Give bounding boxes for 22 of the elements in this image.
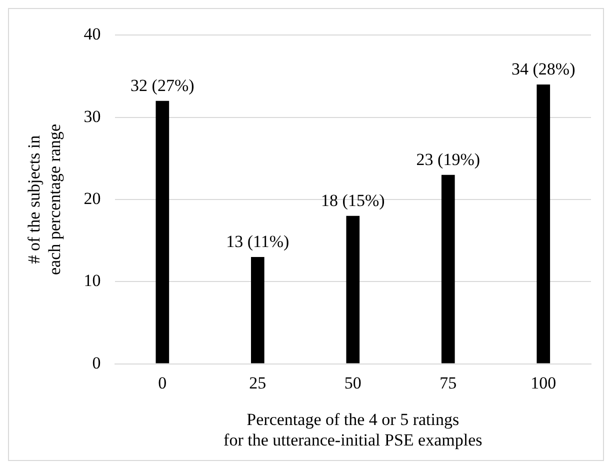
x-tick-label: 100	[530, 373, 556, 392]
x-axis-title: Percentage of the 4 or 5 ratings for the utterance-initial PSE examples	[224, 410, 482, 450]
bar	[156, 100, 170, 364]
x-tick-label: 75	[440, 373, 457, 392]
y-tick-label: 10	[84, 271, 101, 290]
y-tick-label: 40	[84, 24, 101, 44]
bar	[441, 174, 455, 364]
y-axis-title: # of the subjects in each percentage range	[24, 124, 64, 275]
data-label: 13 (11%)	[226, 232, 290, 251]
bar	[536, 84, 550, 364]
data-label: 32 (27%)	[130, 76, 194, 95]
y-tick-label: 30	[84, 106, 101, 126]
data-label: 23 (19%)	[416, 150, 480, 169]
bar	[250, 257, 264, 364]
x-tick-label: 0	[158, 373, 167, 392]
y-tick-label: 20	[84, 188, 101, 208]
x-tick-label: 50	[344, 373, 362, 392]
data-label: 18 (15%)	[321, 190, 385, 210]
bar	[346, 216, 360, 364]
y-tick-label: 0	[92, 353, 101, 372]
x-tick-label: 25	[249, 373, 266, 392]
data-label: 34 (28%)	[512, 59, 576, 78]
